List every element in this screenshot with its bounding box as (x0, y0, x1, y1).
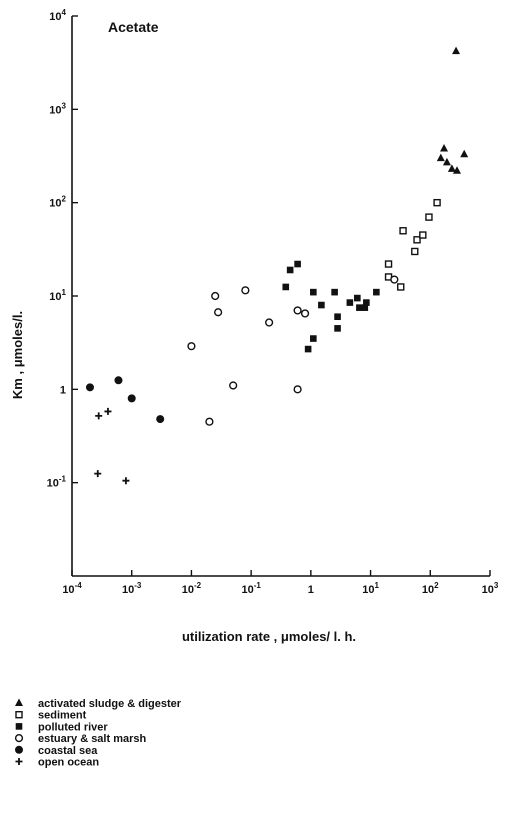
data-point (241, 286, 250, 295)
x-tick-label: 103 (482, 581, 499, 596)
x-tick-label: 101 (362, 581, 379, 596)
data-point (334, 325, 341, 332)
data-point (373, 288, 380, 296)
data-point (229, 381, 238, 390)
y-tick-label: 104 (49, 8, 66, 23)
series-2 (282, 260, 380, 353)
data-point (211, 291, 220, 301)
data-point (411, 247, 419, 256)
data-point (361, 304, 369, 311)
legend-label: coastal sea (38, 745, 98, 757)
legend-item: sediment (15, 710, 87, 722)
x-tick-label: 10-2 (182, 581, 202, 596)
series-3 (187, 275, 399, 426)
data-point (205, 417, 214, 426)
data-point (425, 213, 433, 221)
data-point (356, 304, 363, 311)
data-point (310, 335, 317, 342)
data-point (300, 309, 310, 318)
data-point (363, 299, 370, 306)
data-point (318, 301, 325, 309)
y-tick-label: 10-1 (47, 475, 67, 490)
legend-item: polluted river (15, 721, 108, 733)
x-tick-label: 10-3 (122, 581, 142, 596)
series-4 (85, 376, 165, 424)
data-point (95, 412, 103, 420)
legend-label: open ocean (38, 757, 99, 769)
data-point (436, 153, 445, 162)
data-point (310, 288, 317, 296)
x-axis-label: utilization rate , μmoles/ l. h. (182, 629, 356, 644)
y-tick-label: 103 (49, 101, 66, 116)
data-point (452, 46, 461, 55)
legend-label: activated sludge & digester (38, 698, 182, 710)
legend-item: coastal sea (15, 745, 98, 757)
data-point (433, 198, 441, 207)
data-point (127, 394, 136, 403)
legend-item: estuary & salt marsh (14, 733, 146, 745)
series-5 (94, 407, 130, 485)
data-point (334, 313, 341, 321)
data-point (390, 275, 399, 284)
plot-frame (71, 16, 490, 577)
data-point (114, 376, 123, 385)
x-tick-label: 10-4 (62, 581, 82, 596)
data-point (397, 283, 405, 291)
data-point (460, 149, 469, 158)
legend-marker (15, 745, 23, 754)
y-tick-label: 1 (60, 384, 66, 396)
data-point (294, 260, 301, 268)
legend-marker (15, 711, 23, 719)
data-point (187, 342, 196, 351)
y-axis-ticks: 10-1 1 101 102 103 104 (47, 8, 78, 490)
data-point (440, 144, 449, 152)
data-point (331, 288, 338, 296)
data-point (104, 407, 112, 415)
series-0 (436, 46, 469, 174)
legend: activated sludge & digestersedimentpollu… (14, 698, 182, 769)
data-point (293, 306, 302, 315)
legend-marker (15, 698, 23, 706)
data-points (85, 46, 469, 485)
data-point (346, 299, 354, 306)
data-point (419, 231, 427, 239)
legend-marker (15, 758, 23, 765)
data-point (94, 470, 102, 478)
legend-label: sediment (38, 710, 87, 722)
x-axis-ticks: 10-4 10-3 10-2 10-1 1 101 102 103 (62, 570, 499, 596)
y-tick-label: 102 (49, 195, 66, 210)
legend-marker (14, 733, 24, 743)
data-point (85, 383, 94, 392)
data-point (354, 294, 361, 302)
data-point (282, 283, 290, 291)
legend-label: polluted river (38, 721, 108, 733)
legend-label: estuary & salt marsh (38, 733, 146, 745)
data-point (214, 308, 223, 317)
legend-item: open ocean (15, 757, 99, 769)
data-point (304, 345, 312, 353)
data-point (442, 157, 451, 166)
y-axis-label: Km , μmoles/l. (10, 311, 25, 399)
y-tick-label: 101 (49, 288, 66, 303)
data-point (156, 415, 165, 424)
data-point (399, 227, 407, 235)
data-point (122, 477, 130, 485)
data-point (452, 166, 461, 174)
data-point (293, 385, 302, 394)
data-point (286, 266, 294, 274)
data-point (265, 318, 274, 327)
legend-item: activated sludge & digester (15, 698, 182, 710)
x-tick-label: 10-1 (241, 581, 261, 596)
x-tick-label: 1 (308, 584, 314, 596)
data-point (447, 164, 456, 172)
data-point (413, 236, 421, 244)
legend-marker (15, 723, 23, 730)
data-point (384, 260, 393, 268)
x-tick-label: 102 (422, 581, 439, 596)
chart-title: Acetate (108, 19, 159, 35)
